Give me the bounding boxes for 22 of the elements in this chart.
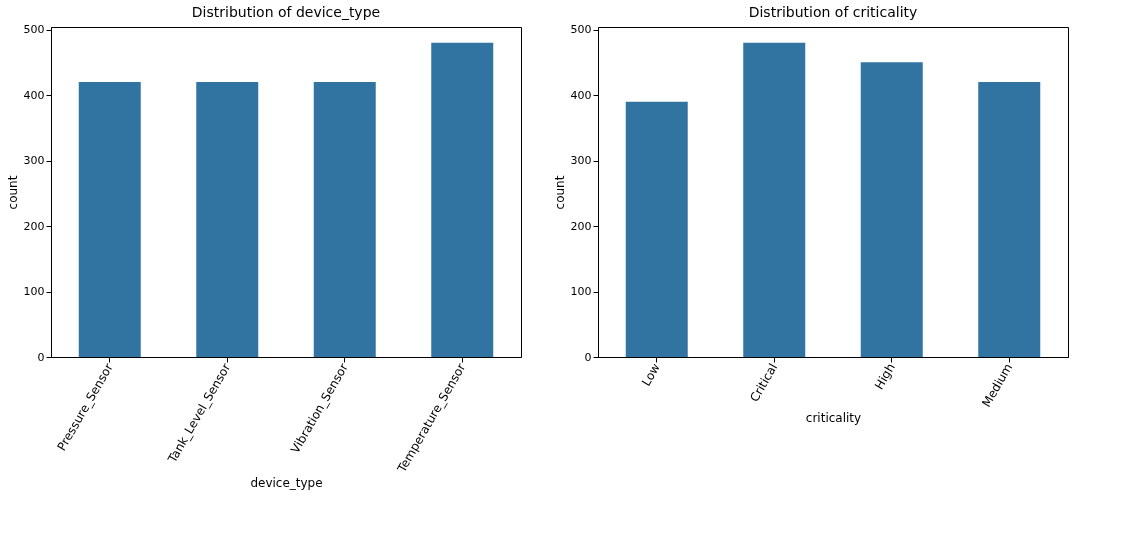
x-axis-title: criticality <box>805 411 862 426</box>
y-tick-label: 100 <box>23 285 45 299</box>
y-tick-label: 500 <box>570 23 592 37</box>
bar <box>978 82 1041 357</box>
y-tick-label: 500 <box>23 23 45 37</box>
y-tick-label: 300 <box>570 154 592 168</box>
y-tick-label: 200 <box>570 219 592 233</box>
chart-title: Distribution of device_type <box>191 3 381 20</box>
y-tick-label: 200 <box>23 219 45 233</box>
y-tick-label: 0 <box>37 350 45 364</box>
chart-title: Distribution of criticality <box>748 3 918 20</box>
bar <box>625 101 688 357</box>
x-axis-title: device_type <box>250 476 323 491</box>
y-axis-title: count <box>5 175 20 210</box>
bar <box>860 62 923 357</box>
y-tick-label: 0 <box>584 350 592 364</box>
y-tick-label: 400 <box>23 88 45 102</box>
y-tick-label: 300 <box>23 154 45 168</box>
y-tick-label: 400 <box>570 88 592 102</box>
bar <box>743 42 806 357</box>
y-axis-title: count <box>552 175 567 210</box>
y-tick-label: 100 <box>570 285 592 299</box>
